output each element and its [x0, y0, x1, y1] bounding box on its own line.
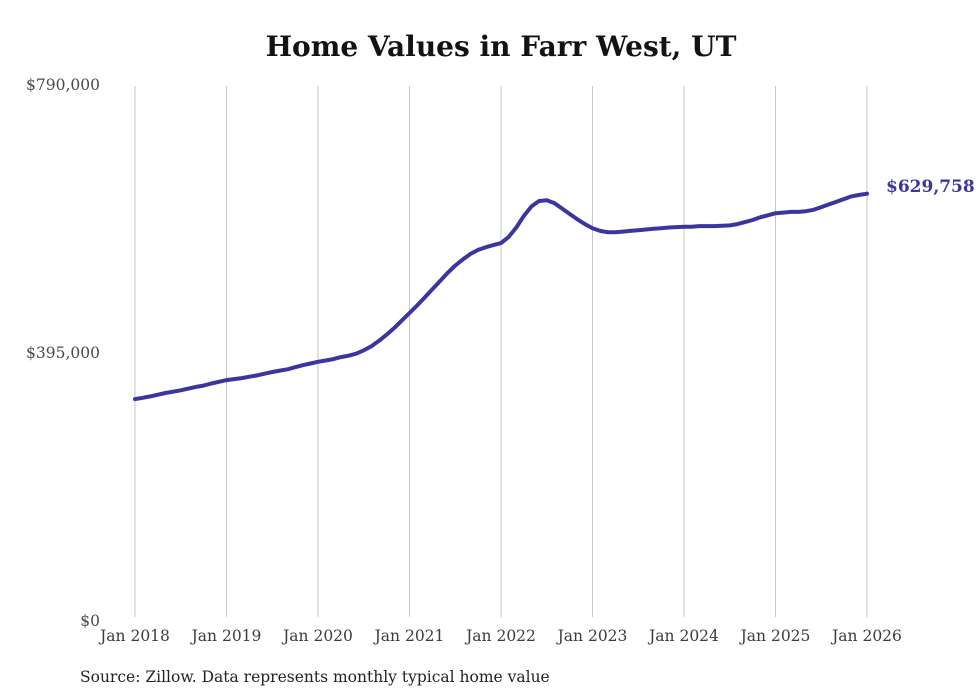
y-tick-label: $790,000 [26, 76, 100, 94]
y-tick-label: $395,000 [26, 344, 100, 362]
x-tick-label: Jan 2020 [281, 627, 353, 645]
x-tick-label: Jan 2026 [830, 627, 902, 645]
vertical-gridlines [134, 86, 868, 617]
chart-title: Home Values in Farr West, UT [266, 30, 737, 63]
x-axis-tick-labels: Jan 2018 Jan 2019 Jan 2020 Jan 2021 Jan 2022… [98, 627, 902, 645]
y-tick-label: $0 [80, 612, 100, 630]
x-tick-label: Jan 2022 [464, 627, 536, 645]
x-tick-label: Jan 2018 [98, 627, 170, 645]
x-tick-label: Jan 2023 [556, 627, 628, 645]
source-note: Source: Zillow. Data represents monthly … [80, 668, 550, 686]
x-tick-label: Jan 2019 [190, 627, 262, 645]
latest-value-label: $629,758 [886, 177, 975, 197]
x-tick-label: Jan 2025 [739, 627, 811, 645]
x-tick-label: Jan 2024 [647, 627, 719, 645]
x-tick-label: Jan 2021 [373, 627, 445, 645]
y-axis-tick-labels: $0 $395,000 $790,000 [26, 76, 100, 630]
home-value-line-series [133, 191, 869, 402]
